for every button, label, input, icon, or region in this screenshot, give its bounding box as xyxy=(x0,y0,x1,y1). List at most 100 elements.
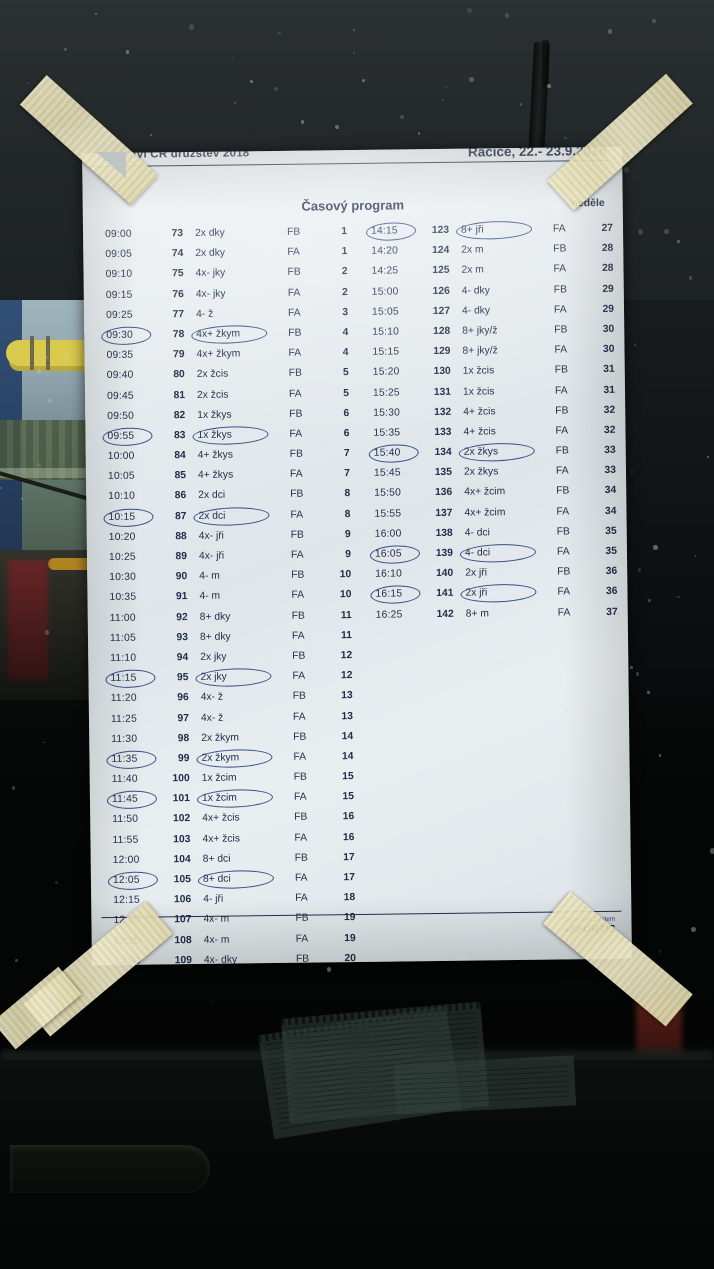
row-number: 95 xyxy=(176,672,189,684)
row-round: FB xyxy=(286,226,301,238)
row-time: 09:05 xyxy=(105,248,133,261)
row-race: 30 xyxy=(602,343,615,356)
row-time: 16:25 xyxy=(375,609,403,621)
row-event: 4+ žcis xyxy=(463,405,496,418)
row-race: 31 xyxy=(603,384,616,396)
row-race: 35 xyxy=(605,525,617,537)
row-number: 135 xyxy=(434,467,453,479)
row-event: 8+ dky xyxy=(199,631,231,643)
schedule-row[interactable]: 16:25 142 8+ m FA 37 xyxy=(370,604,622,627)
row-event: 4x- jři xyxy=(198,550,225,562)
schedule-column-left: 09:00 73 2x dky FB 1 09:05 74 2x dky FA 1 09:10 75 4… xyxy=(99,224,363,965)
row-event: 4- dci xyxy=(464,527,490,539)
row-event: 2x žcis xyxy=(196,389,229,401)
row-time: 10:00 xyxy=(107,450,135,463)
row-round: FA xyxy=(287,307,301,319)
row-race: 32 xyxy=(603,404,616,416)
row-number: 87 xyxy=(174,510,187,522)
row-event: 2x žkym xyxy=(201,752,240,764)
row-time: 14:20 xyxy=(371,245,399,257)
boat-rigger-1 xyxy=(30,336,34,370)
row-time: 15:15 xyxy=(372,346,400,358)
row-event: 1x žcim xyxy=(201,792,237,805)
yellow-boat xyxy=(6,340,98,366)
row-round: FB xyxy=(556,485,570,497)
row-number: 132 xyxy=(433,406,452,418)
row-time: 11:55 xyxy=(112,834,139,846)
row-round: FA xyxy=(289,428,303,440)
row-event: 4+ žkys xyxy=(197,449,234,462)
row-round: FA xyxy=(295,933,309,945)
row-race: 7 xyxy=(344,468,351,480)
row-number: 139 xyxy=(435,547,454,560)
row-round: FA xyxy=(288,388,302,400)
row-round: FB xyxy=(287,267,301,279)
row-number: 125 xyxy=(432,265,450,277)
red-object-left xyxy=(8,560,48,680)
orange-object xyxy=(48,558,96,570)
timetable-paper[interactable]: ...stvi ČR druzstev 2018 Račice, 22.- 23… xyxy=(82,146,632,966)
row-time: 16:05 xyxy=(374,548,402,560)
row-time: 16:00 xyxy=(374,528,402,540)
row-round: FB xyxy=(556,526,570,538)
paper-stack-on-dashboard xyxy=(225,1000,577,1140)
row-event: 4x- m xyxy=(203,934,230,946)
row-number: 98 xyxy=(177,732,190,744)
row-round: FB xyxy=(288,367,303,380)
row-event: 4+ žcis xyxy=(463,426,496,438)
row-event: 4x+ žkym xyxy=(196,328,241,340)
row-number: 123 xyxy=(431,224,450,237)
row-time: 09:00 xyxy=(104,228,132,241)
row-race: 36 xyxy=(605,586,618,598)
row-event: 2x jři xyxy=(465,567,488,579)
row-round: FA xyxy=(552,223,566,235)
row-round: FA xyxy=(291,590,305,602)
row-race: 37 xyxy=(606,606,618,618)
row-round: FB xyxy=(555,445,569,457)
row-time: 11:20 xyxy=(110,693,137,705)
row-event: 8+ jky/ž xyxy=(462,325,498,337)
row-number: 94 xyxy=(176,652,189,664)
row-number: 85 xyxy=(174,470,187,482)
row-number: 106 xyxy=(173,894,192,906)
row-round: FA xyxy=(291,630,305,642)
row-number: 141 xyxy=(436,588,454,600)
row-time: 15:30 xyxy=(373,407,401,419)
row-race: 33 xyxy=(604,444,616,457)
row-race: 28 xyxy=(601,263,614,275)
row-race: 14 xyxy=(341,750,354,763)
row-event: 2x dky xyxy=(195,247,226,260)
row-time: 10:30 xyxy=(109,571,137,584)
row-time: 15:10 xyxy=(372,326,400,338)
row-number: 138 xyxy=(435,527,453,539)
row-event: 2x m xyxy=(461,244,484,256)
row-race: 33 xyxy=(604,465,617,477)
row-event: 2x dci xyxy=(198,490,226,502)
row-round: FA xyxy=(556,546,570,558)
row-race: 13 xyxy=(341,710,354,722)
row-event: 1x žkys xyxy=(197,409,232,421)
row-time: 11:10 xyxy=(110,652,137,664)
row-race: 19 xyxy=(344,932,356,944)
row-event: 8+ dci xyxy=(202,873,231,885)
header-rule xyxy=(92,159,613,168)
row-event: 4x+ žcis xyxy=(202,812,240,825)
row-event: 4+ žkys xyxy=(197,469,234,482)
row-number: 128 xyxy=(433,325,451,337)
row-event: 4- m xyxy=(199,570,220,583)
row-round: FB xyxy=(555,405,569,417)
row-number: 126 xyxy=(432,285,450,297)
row-round: FB xyxy=(291,610,305,622)
row-round: FA xyxy=(290,509,304,521)
row-number: 75 xyxy=(172,268,184,280)
row-time: 12:00 xyxy=(112,854,140,866)
row-number: 90 xyxy=(175,571,188,583)
row-round: FA xyxy=(554,384,568,397)
row-race: 29 xyxy=(602,283,614,295)
row-race: 34 xyxy=(604,485,617,497)
row-race: 30 xyxy=(602,323,615,335)
row-time: 11:25 xyxy=(110,713,138,725)
row-number: 78 xyxy=(172,329,185,341)
row-race: 32 xyxy=(603,424,616,436)
row-round: FA xyxy=(288,347,302,359)
